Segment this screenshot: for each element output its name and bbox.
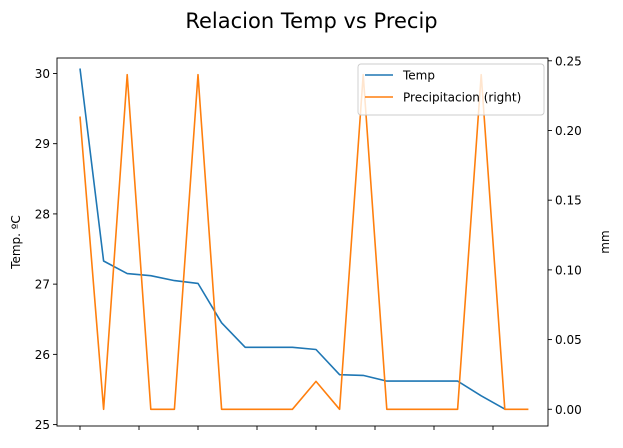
y-left-tick-label-4: 29 [35, 137, 50, 151]
series-line-precipitacion [80, 75, 528, 410]
y-axis-right: 0.00 0.05 0.10 0.15 0.20 0.25 [548, 54, 582, 416]
legend-box [358, 64, 544, 115]
legend-label-temp: Temp [402, 69, 435, 83]
y-right-tick-label-4: 0.20 [555, 124, 582, 138]
y-left-tick-label-5: 30 [35, 67, 50, 81]
y-right-tick-label-3: 0.15 [555, 194, 582, 208]
y-right-tick-label-0: 0.00 [555, 403, 582, 417]
plot-lines [80, 69, 528, 410]
y-right-tick-label-1: 0.05 [555, 333, 582, 347]
y-left-tick-label-1: 26 [35, 348, 50, 362]
y-right-tick-label-2: 0.10 [555, 263, 582, 277]
y-axis-left: 25 26 27 28 29 30 [35, 67, 57, 432]
y-left-tick-label-2: 27 [35, 278, 50, 292]
x-axis [80, 426, 493, 430]
y-axis-right-label: mm [598, 230, 612, 253]
series-line-temp [80, 69, 505, 410]
legend: Temp Precipitacion (right) [358, 64, 544, 115]
y-left-tick-label-3: 28 [35, 207, 50, 221]
legend-label-precipitacion: Precipitacion (right) [403, 91, 521, 105]
y-right-tick-label-5: 0.25 [555, 54, 582, 68]
y-left-tick-label-0: 25 [35, 418, 50, 432]
y-axis-left-label: Temp. ºC [9, 215, 23, 270]
chart-title: Relacion Temp vs Precip [185, 9, 437, 33]
